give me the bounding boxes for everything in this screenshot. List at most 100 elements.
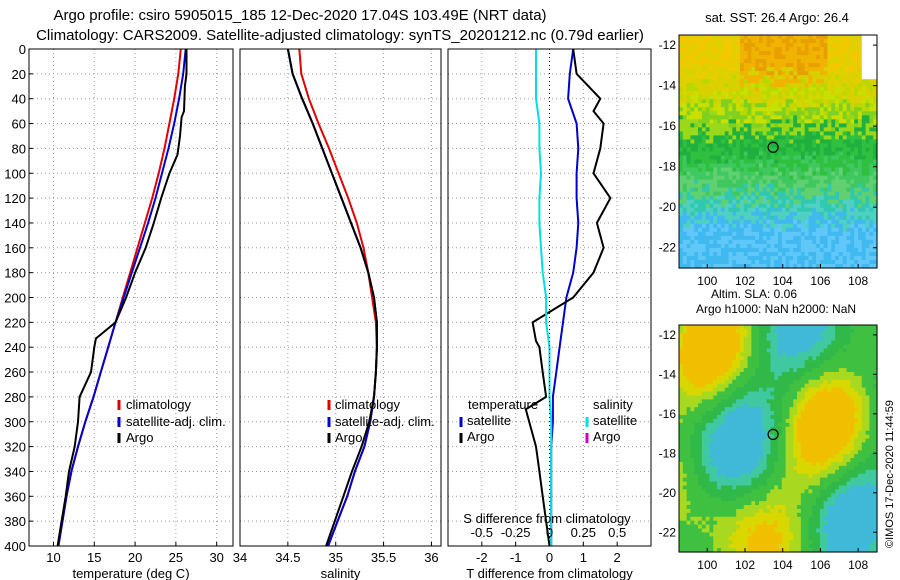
heatmap-cell [698, 243, 703, 249]
heatmap-cell [785, 251, 791, 257]
heatmap-cell [850, 107, 855, 112]
heatmap-cell [682, 442, 688, 447]
heatmap-cell [804, 119, 810, 124]
heatmap-cell [819, 79, 825, 84]
heatmap-cell [827, 446, 832, 451]
heatmap-cell [778, 39, 783, 44]
heatmap-cell [686, 79, 692, 84]
heatmap-cell [751, 255, 756, 261]
heatmap-cell [793, 103, 798, 108]
heatmap-cell [789, 251, 794, 257]
heatmap-cell [812, 83, 817, 88]
heatmap-cell [698, 383, 703, 389]
heatmap-cell [827, 411, 832, 416]
heatmap-cell [797, 147, 802, 153]
heatmap-cell [835, 195, 840, 201]
heatmap-cell [823, 39, 829, 44]
heatmap-cell [709, 383, 714, 389]
heatmap-cell [732, 348, 737, 353]
heatmap-cell [694, 223, 699, 229]
heatmap-cell [785, 99, 791, 104]
heatmap-cell [736, 263, 741, 269]
heatmap-cell [679, 79, 684, 84]
x-axis-label: T difference from climatology [466, 566, 633, 580]
heatmap-cell [850, 387, 855, 393]
heatmap-cell [816, 450, 821, 455]
heatmap-cell [747, 119, 752, 124]
heatmap-cell [755, 71, 760, 76]
heatmap-cell [679, 336, 684, 342]
heatmap-cell [717, 83, 722, 88]
heatmap-cell [698, 75, 703, 80]
heatmap-cell [808, 328, 813, 334]
heatmap-cell [846, 167, 851, 173]
heatmap-cell [812, 51, 817, 56]
heatmap-cell [846, 352, 851, 357]
heatmap-cell [766, 325, 771, 330]
heatmap-cell [842, 71, 848, 76]
heatmap-cell [679, 103, 684, 108]
heatmap-cell [793, 43, 798, 48]
heatmap-cell [800, 207, 806, 213]
heatmap-cell [838, 83, 844, 88]
heatmap-cell [717, 63, 722, 68]
heatmap-cell [838, 391, 844, 397]
heatmap-cell [789, 223, 794, 229]
heatmap-cell [758, 356, 764, 361]
heatmap-cell [755, 336, 760, 342]
heatmap-cell [728, 199, 733, 205]
heatmap-cell [865, 395, 870, 400]
heatmap-cell [698, 348, 703, 353]
heatmap-cell [701, 119, 707, 124]
heatmap-cell [679, 364, 684, 369]
heatmap-cell [800, 360, 806, 365]
heatmap-cell [865, 219, 870, 225]
heatmap-cell [701, 35, 707, 40]
heatmap-cell [865, 119, 870, 124]
heatmap-cell [751, 95, 756, 100]
heatmap-cell [705, 344, 711, 350]
heatmap-cell [819, 123, 825, 128]
heatmap-cell [679, 155, 684, 161]
heatmap-cell [755, 407, 760, 412]
heatmap-cell [728, 155, 733, 161]
heatmap-cell [846, 422, 851, 428]
heatmap-cell [679, 356, 684, 361]
heatmap-cell [762, 143, 768, 149]
heatmap-cell [804, 375, 810, 381]
heatmap-cell [739, 183, 745, 189]
heatmap-cell [857, 179, 863, 185]
heatmap-cell [800, 151, 806, 157]
heatmap-cell [751, 391, 756, 397]
heatmap-cell [838, 434, 844, 440]
heatmap-cell [679, 179, 684, 185]
sla-map-title: Altim. SLA: 0.06 [711, 287, 797, 301]
y-tick-label: 240 [4, 340, 26, 355]
heatmap-cell [797, 123, 802, 128]
heatmap-cell [850, 43, 855, 48]
heatmap-cell [827, 183, 832, 189]
heatmap-cell [701, 395, 707, 400]
heatmap-cell [819, 259, 825, 265]
heatmap-cell [854, 179, 859, 185]
heatmap-cell [682, 438, 688, 444]
heatmap-cell [698, 155, 703, 161]
heatmap-cell [816, 251, 821, 257]
heatmap-cell [789, 195, 794, 201]
heatmap-cell [732, 143, 737, 149]
heatmap-cell [846, 75, 851, 80]
heatmap-cell [797, 139, 802, 145]
heatmap-cell [751, 430, 756, 436]
heatmap-cell [724, 247, 730, 253]
heatmap-cell [739, 328, 745, 334]
heatmap-cell [701, 155, 707, 161]
heatmap-cell [865, 231, 870, 237]
heatmap-cell [732, 360, 737, 365]
heatmap-cell [747, 43, 752, 48]
heatmap-cell [857, 438, 863, 444]
heatmap-cell [728, 95, 733, 100]
heatmap-cell [838, 215, 844, 221]
heatmap-cell [690, 371, 695, 377]
heatmap-cell [766, 415, 771, 420]
heatmap-cell [736, 147, 741, 153]
